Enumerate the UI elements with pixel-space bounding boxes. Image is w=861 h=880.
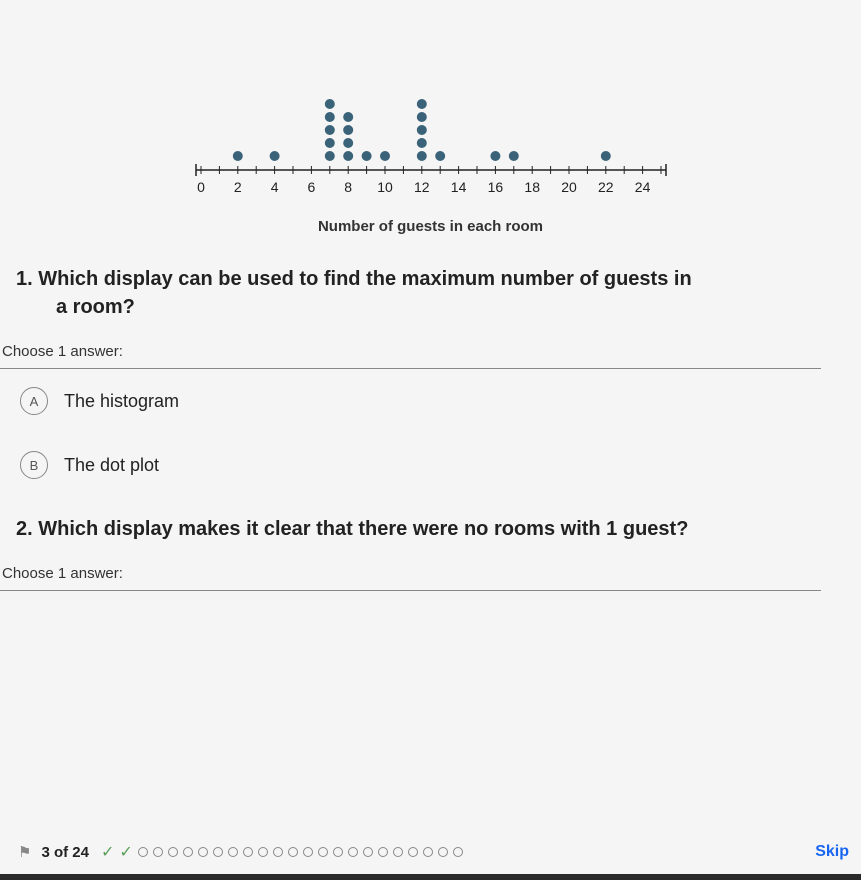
skip-button[interactable]: Skip [815, 843, 853, 861]
progress-dot[interactable] [273, 847, 283, 857]
progress-dot[interactable] [243, 847, 253, 857]
progress-dot[interactable] [438, 847, 448, 857]
progress-dot[interactable] [183, 847, 193, 857]
option-a[interactable]: A The histogram [0, 369, 861, 433]
svg-text:2: 2 [233, 179, 241, 195]
progress-dot[interactable] [378, 847, 388, 857]
q1-text-line1: Which display can be used to find the ma… [38, 268, 691, 290]
option-b[interactable]: B The dot plot [0, 433, 861, 497]
option-text-a: The histogram [64, 391, 179, 412]
option-letter-b: B [20, 451, 48, 479]
svg-text:4: 4 [270, 179, 278, 195]
svg-text:18: 18 [524, 179, 540, 195]
progress-dot[interactable] [333, 847, 343, 857]
progress-check-icon: ✓ [119, 842, 132, 862]
progress-dot[interactable] [348, 847, 358, 857]
progress-dot[interactable] [213, 847, 223, 857]
dot-plot: 024681012141618202224 Number of guests i… [171, 40, 691, 235]
progress-dot[interactable] [453, 847, 463, 857]
svg-text:12: 12 [414, 179, 430, 195]
progress-dot[interactable] [198, 847, 208, 857]
progress-dot[interactable] [168, 847, 178, 857]
q1-text-line2: a room? [16, 293, 831, 321]
progress-dot[interactable] [288, 847, 298, 857]
progress-dot[interactable] [363, 847, 373, 857]
svg-text:24: 24 [634, 179, 650, 195]
progress-text: 3 of 24 [41, 844, 89, 861]
q1-number: 1. [16, 268, 33, 290]
svg-text:10: 10 [377, 179, 393, 195]
progress-check-icon: ✓ [101, 842, 114, 862]
divider-2 [0, 590, 821, 591]
question-1: 1. Which display can be used to find the… [0, 265, 861, 321]
progress-dot[interactable] [258, 847, 268, 857]
progress-dot[interactable] [138, 847, 148, 857]
svg-text:6: 6 [307, 179, 315, 195]
progress-dot[interactable] [423, 847, 433, 857]
q2-text: Which display makes it clear that there … [38, 518, 688, 540]
svg-text:22: 22 [598, 179, 614, 195]
choose-label-2: Choose 1 answer: [0, 565, 861, 582]
question-2: 2. Which display makes it clear that the… [0, 515, 861, 543]
dotplot-svg: 024681012141618202224 [171, 40, 691, 210]
svg-text:14: 14 [450, 179, 466, 195]
option-letter-a: A [20, 387, 48, 415]
progress-dot[interactable] [318, 847, 328, 857]
progress-dot[interactable] [228, 847, 238, 857]
svg-text:0: 0 [197, 179, 205, 195]
footer-bar: ⚑ 3 of 24 ✓✓ Skip [0, 842, 861, 862]
progress-dot[interactable] [393, 847, 403, 857]
axis-title: Number of guests in each room [171, 218, 691, 235]
progress-dot[interactable] [408, 847, 418, 857]
svg-text:16: 16 [487, 179, 503, 195]
progress-dots: ✓✓ [101, 842, 815, 862]
svg-text:20: 20 [561, 179, 577, 195]
progress-dot[interactable] [153, 847, 163, 857]
flag-icon[interactable]: ⚑ [18, 843, 31, 861]
svg-text:8: 8 [344, 179, 352, 195]
progress-dot[interactable] [303, 847, 313, 857]
bottom-bar [0, 874, 861, 880]
option-text-b: The dot plot [64, 455, 159, 476]
choose-label-1: Choose 1 answer: [0, 343, 861, 360]
q2-number: 2. [16, 518, 33, 540]
